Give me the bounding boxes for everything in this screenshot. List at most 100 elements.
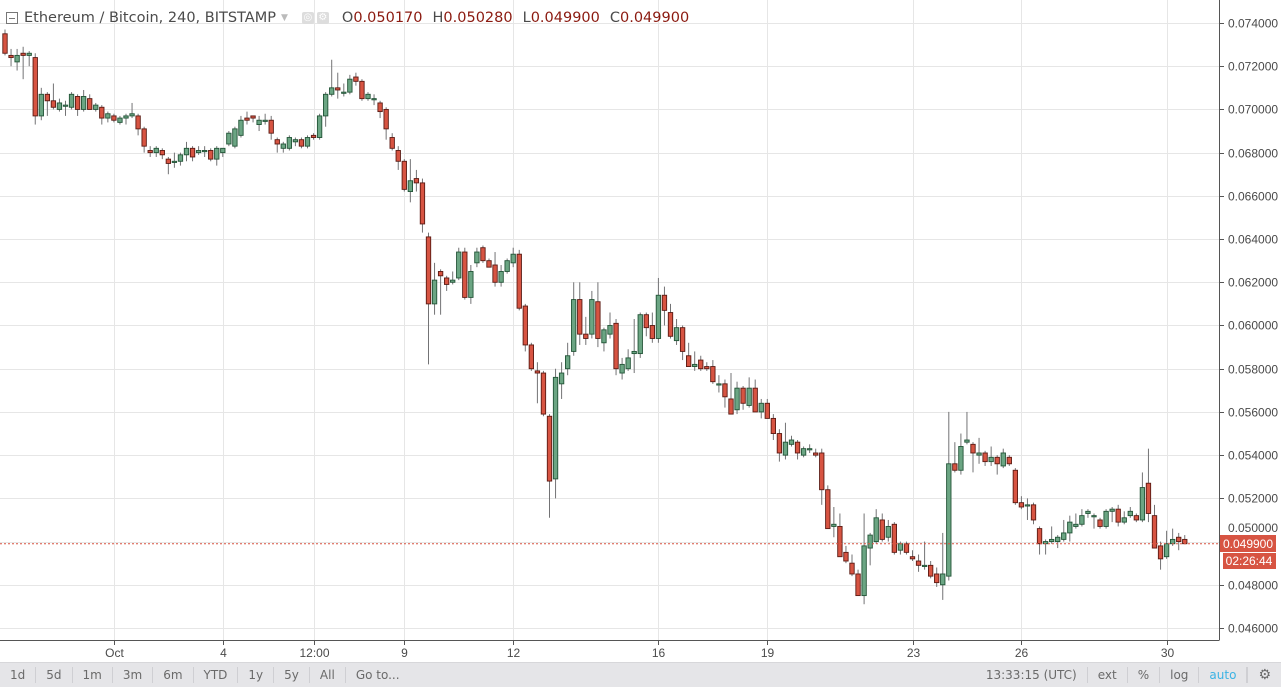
candle-body [431, 279, 438, 305]
percent-toggle[interactable]: % [1128, 667, 1161, 683]
candle-body [74, 96, 81, 110]
candle-body [952, 463, 958, 471]
candle-body [1018, 502, 1025, 508]
range-1d[interactable]: 1d [0, 667, 37, 683]
ext-toggle[interactable]: ext [1088, 667, 1128, 683]
candle-body [746, 387, 752, 406]
candle-up [220, 147, 226, 157]
candle-down [2, 29, 8, 56]
price-axis[interactable]: 0.046000 0.048000 0.050000 0.052000 0.054000… [1219, 17, 1278, 636]
candle-down [915, 554, 922, 572]
candle-down [704, 362, 710, 371]
series-legend: Ethereum / Bitcoin, 240, BITSTAMP ▼ ◎ ⚙ … [6, 10, 689, 26]
candle-body [1182, 538, 1188, 545]
candle-down [528, 342, 535, 371]
candle-down [462, 247, 468, 300]
time-axis[interactable]: Oct 4 12:00 9 12 16 19 23 26 30 [105, 640, 1174, 660]
candle-up [1067, 515, 1073, 542]
candle-up [214, 146, 220, 166]
candle-body [1176, 536, 1182, 543]
candle-body [480, 247, 486, 262]
candle-down [268, 115, 274, 140]
candle-down [1182, 535, 1188, 545]
candle-body [1091, 515, 1097, 518]
range-ytd[interactable]: YTD [194, 667, 239, 683]
candle-body [304, 137, 311, 147]
candle-up [940, 532, 946, 600]
candle-body [958, 446, 964, 471]
range-5d[interactable]: 5d [36, 667, 73, 683]
candle-up [746, 377, 752, 408]
y-tick-label: 0.056000 [1228, 406, 1278, 420]
candle-body [891, 523, 898, 553]
candle-body [788, 439, 795, 445]
candle-body [722, 383, 728, 398]
candle-body [377, 102, 383, 113]
utc-clock[interactable]: 13:33:15 (UTC) [976, 667, 1088, 683]
range-1y[interactable]: 1y [238, 667, 275, 683]
candle-body [637, 314, 643, 355]
visibility-icon[interactable]: ◎ [301, 12, 314, 24]
candle-body [8, 54, 14, 59]
candle-up [1085, 509, 1091, 518]
candle-body [909, 556, 916, 560]
candle-body [292, 139, 299, 143]
candle-body [552, 376, 559, 480]
candle-body [68, 93, 75, 108]
candle-body [1133, 515, 1140, 521]
candle-down [643, 312, 649, 337]
candle-body [1097, 519, 1103, 527]
gear-icon[interactable]: ⚙ [316, 12, 329, 24]
candle-up [129, 102, 135, 119]
candle-body [643, 314, 649, 329]
candle-body [359, 80, 365, 100]
ohlc-value: 0.049900 [620, 10, 690, 26]
range-1m[interactable]: 1m [73, 667, 113, 683]
candle-body [1048, 538, 1055, 543]
ohlc-label: C [609, 10, 620, 26]
candle-down [595, 282, 601, 348]
candle-down [135, 113, 141, 136]
candle-up [565, 342, 571, 376]
candle-body [752, 387, 758, 413]
candle-body [437, 271, 444, 277]
goto-button[interactable]: Go to... [355, 668, 400, 682]
range-3m[interactable]: 3m [113, 667, 154, 683]
log-toggle[interactable]: log [1160, 667, 1200, 683]
range-6m[interactable]: 6m [153, 667, 194, 683]
candle-body [667, 312, 674, 337]
candle-up [498, 264, 504, 287]
symbol-title[interactable]: Ethereum / Bitcoin, 240, BITSTAMP [24, 10, 276, 26]
candle-body [649, 325, 656, 339]
range-all[interactable]: All [310, 667, 346, 683]
candle-body [341, 91, 347, 94]
candle-down [159, 148, 165, 160]
chevron-down-icon[interactable]: ▼ [280, 13, 288, 23]
candle-up [201, 146, 208, 157]
candle-up [946, 411, 952, 581]
candle-down [437, 269, 444, 315]
candlestick-chart[interactable]: 0.046000 0.048000 0.050000 0.052000 0.054000… [0, 0, 1281, 662]
candle-up [292, 137, 299, 147]
candle-body [159, 150, 165, 156]
candle-down [395, 146, 401, 170]
range-5y[interactable]: 5y [274, 667, 310, 683]
grid [0, 0, 1219, 640]
candle-up [226, 131, 232, 147]
candle-body [867, 534, 873, 549]
settings-gear-icon[interactable]: ⚙ [1247, 667, 1281, 683]
auto-toggle[interactable]: auto [1199, 667, 1248, 683]
candle-body [280, 143, 286, 149]
candle-body [1012, 469, 1019, 504]
candle-up [788, 435, 795, 447]
candle-body [177, 154, 184, 162]
candle-body [38, 93, 44, 117]
candle-down [99, 105, 105, 125]
candle-body [87, 98, 93, 110]
candle-body [825, 489, 831, 530]
candle-body [1079, 515, 1085, 525]
collapse-icon[interactable] [6, 12, 18, 24]
candle-down [661, 286, 668, 326]
candle-body [915, 560, 922, 566]
candle-up [607, 312, 613, 339]
